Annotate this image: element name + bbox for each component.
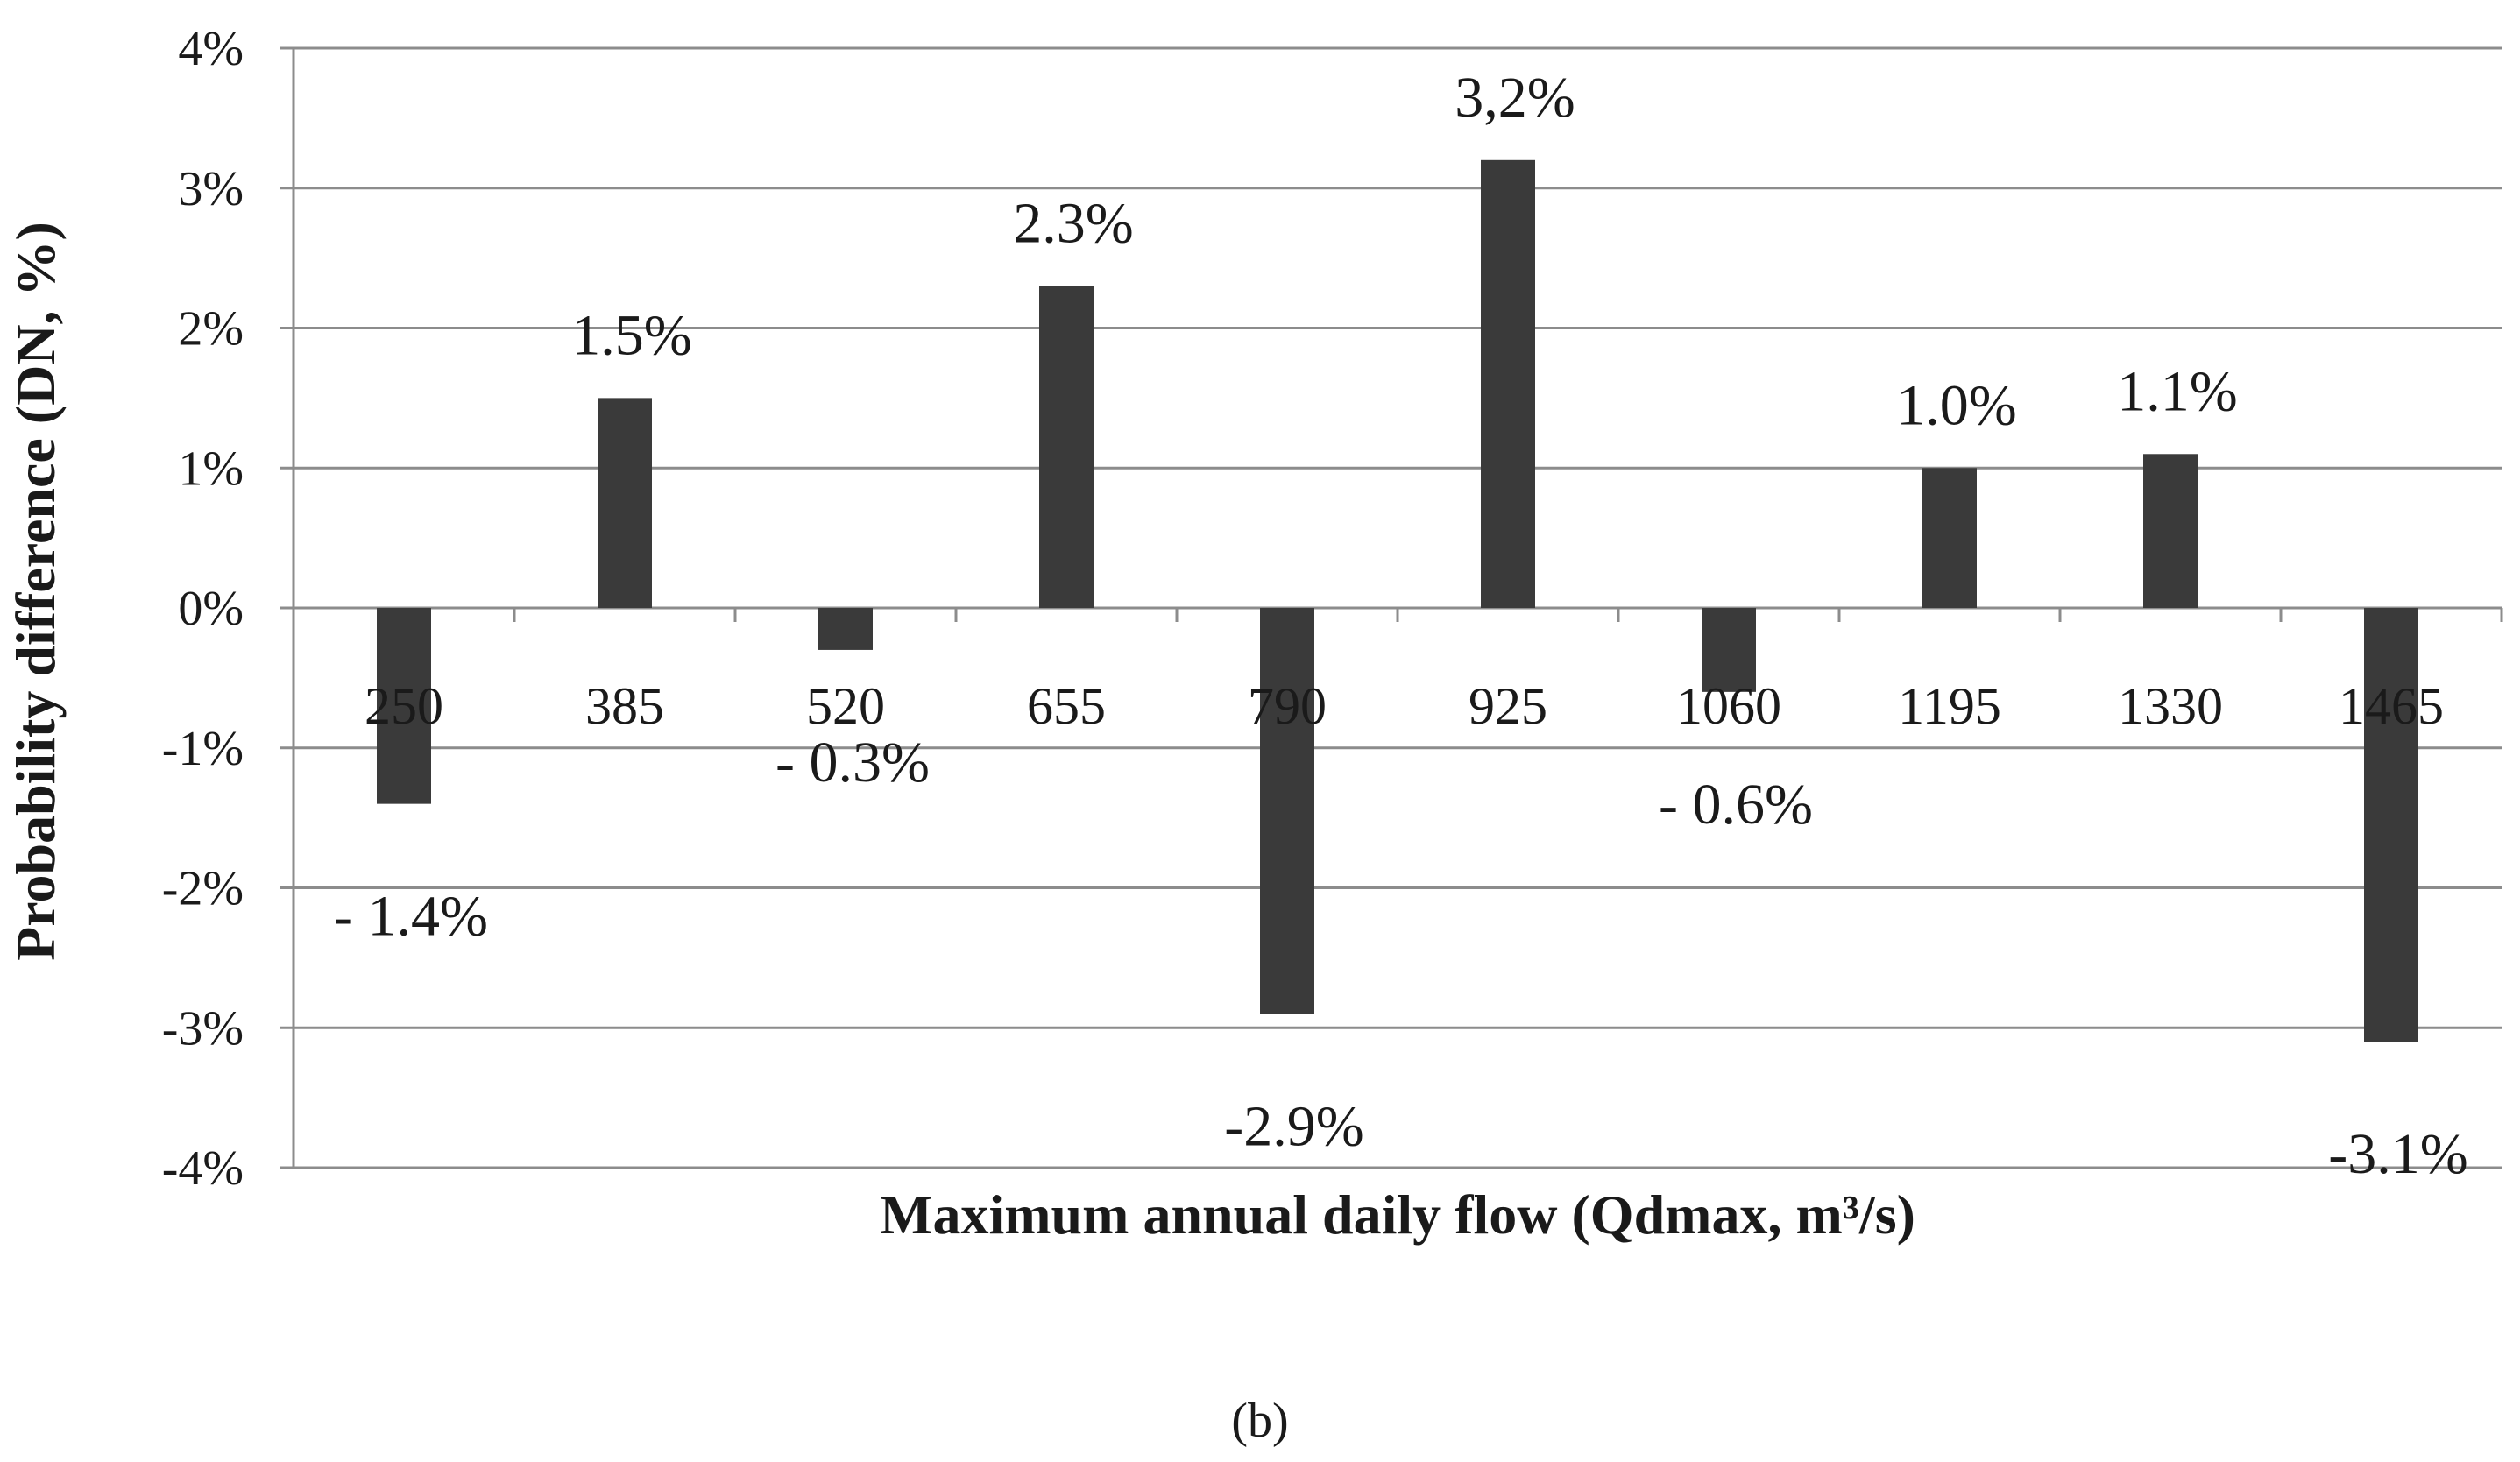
x-tick-label: 1465 — [2339, 677, 2444, 735]
data-label: - 1.4% — [334, 885, 488, 949]
x-tick-label: 1195 — [1898, 677, 2001, 735]
x-tick-label: 655 — [1027, 677, 1106, 735]
data-label: 2.3% — [1013, 192, 1133, 256]
bar-385 — [598, 398, 652, 608]
y-tick-label: -2% — [162, 862, 244, 916]
x-tick-label: 1060 — [1676, 677, 1781, 735]
y-axis-title: Probability difference (DN, %) — [4, 222, 67, 961]
data-label: -2.9% — [1224, 1094, 1363, 1158]
y-tick-label: -1% — [162, 722, 244, 776]
y-tick-label: 1% — [178, 441, 244, 496]
figure-caption: (b) — [1231, 1394, 1288, 1448]
y-tick-label: 3% — [178, 162, 244, 216]
y-axis-ticks: 4% 3% 2% 1% 0% -1% -2% -3% -4% — [162, 22, 244, 1196]
data-label: 1.0% — [1896, 373, 2016, 437]
bar-250 — [377, 608, 431, 804]
y-tick-label: 0% — [178, 582, 244, 636]
data-label: - 0.3% — [775, 731, 930, 795]
x-axis-title: Maximum annual daily flow (Qdmax, m³/s) — [880, 1183, 1915, 1246]
bar-790 — [1260, 608, 1314, 1014]
y-tick-label: -4% — [162, 1141, 244, 1196]
x-tick-label: 1330 — [2118, 677, 2223, 735]
bar-925 — [1481, 159, 1535, 609]
bar-520 — [818, 608, 873, 650]
bar-1465 — [2364, 608, 2418, 1042]
y-tick-label: 4% — [178, 22, 244, 76]
x-tick-label: 250 — [365, 677, 443, 735]
x-tick-label: 790 — [1248, 677, 1327, 735]
data-label: 1.5% — [571, 303, 691, 367]
y-tick-label: -3% — [162, 1001, 244, 1056]
x-axis-ticks: 250 385 520 655 790 925 1060 1195 1330 1465 — [365, 677, 2444, 735]
data-label: - 0.6% — [1659, 773, 1813, 837]
data-label: 1.1% — [2117, 359, 2237, 423]
y-tick-label: 2% — [178, 302, 244, 357]
bars — [377, 159, 2418, 1042]
bar-1195 — [1922, 468, 1977, 608]
bar-1060 — [1702, 608, 1756, 692]
bar-1330 — [2143, 454, 2198, 608]
bar-655 — [1039, 286, 1094, 608]
data-labels: - 1.4% 1.5% - 0.3% 2.3% -2.9% 3,2% - 0.6% 1.0% 1… — [334, 66, 2468, 1186]
x-tick-label: 520 — [806, 677, 885, 735]
x-tick-label: 925 — [1469, 677, 1547, 735]
data-label: -3.1% — [2328, 1122, 2467, 1186]
x-tick-label: 385 — [585, 677, 664, 735]
gridlines — [280, 46, 2503, 1169]
data-label: 3,2% — [1455, 66, 1575, 130]
